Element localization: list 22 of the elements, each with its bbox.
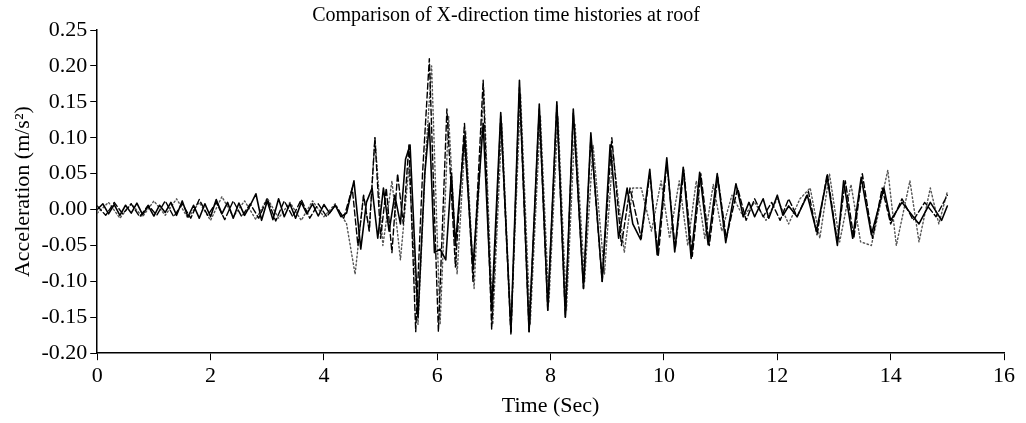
y-tick-label: -0.05 xyxy=(41,231,88,257)
x-tick-label: 2 xyxy=(205,362,217,388)
x-tick-label: 8 xyxy=(545,362,557,388)
y-tick-label: 0.20 xyxy=(48,51,88,77)
y-tick-label: 0.05 xyxy=(48,159,88,185)
y-axis-title: Acceleration (m/s²) xyxy=(8,106,34,278)
y-tick-label: 0.10 xyxy=(48,123,88,149)
y-tick-label: 0.15 xyxy=(48,87,88,113)
y-tick-label: -0.10 xyxy=(41,267,88,293)
y-tick-label: 0.00 xyxy=(48,195,88,221)
x-tick-label: 10 xyxy=(652,362,675,388)
y-tick-label: 0.25 xyxy=(48,15,88,41)
x-axis-title: Time (Sec) xyxy=(501,391,600,417)
x-tick-label: 6 xyxy=(431,362,443,388)
x-tick-label: 14 xyxy=(879,362,902,388)
x-tick-label: 12 xyxy=(766,362,789,388)
x-tick-label: 16 xyxy=(993,362,1015,388)
y-tick-label: -0.20 xyxy=(41,338,88,364)
y-tick-label: -0.15 xyxy=(41,303,88,329)
chart-title: Comparison of X-direction time histories at roof xyxy=(312,3,701,27)
x-tick-label: 4 xyxy=(318,362,330,388)
x-tick-label: 0 xyxy=(91,362,103,388)
